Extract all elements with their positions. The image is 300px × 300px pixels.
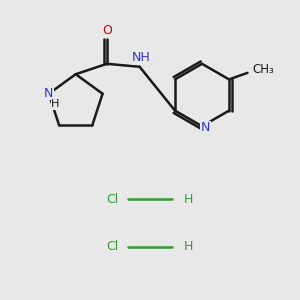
- Text: H: H: [183, 193, 193, 206]
- Text: H: H: [51, 99, 60, 109]
- Text: CH₃: CH₃: [252, 63, 274, 76]
- Text: NH: NH: [132, 51, 151, 64]
- Text: N: N: [201, 121, 210, 134]
- Text: H: H: [183, 240, 193, 253]
- Text: Cl: Cl: [106, 193, 118, 206]
- Text: Cl: Cl: [106, 240, 118, 253]
- Text: O: O: [102, 24, 112, 37]
- Text: N: N: [44, 87, 53, 100]
